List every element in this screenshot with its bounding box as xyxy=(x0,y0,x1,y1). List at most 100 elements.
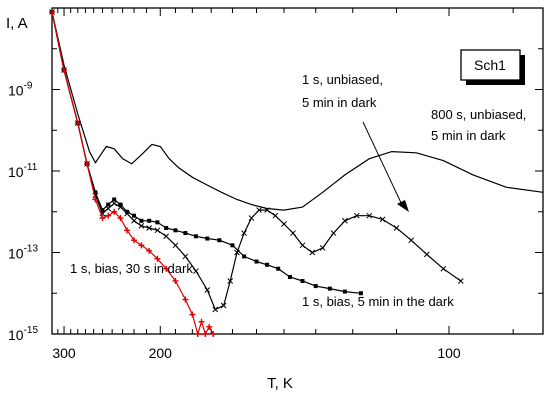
data-point xyxy=(254,259,259,264)
ticks: 10-15 10-13 10-11 10-9 300 200 100 xyxy=(8,7,543,361)
y-tick-label: 10-11 xyxy=(8,162,38,180)
series-2 xyxy=(50,9,363,296)
series-3 xyxy=(49,8,217,337)
annotation-unbiased-1s-line1: 1 s, unbiased, xyxy=(302,72,383,87)
legend-box-label: Sch1 xyxy=(474,57,506,73)
data-point xyxy=(100,208,105,213)
annotation-bias-30s: 1 s, bias, 30 s in dark xyxy=(70,261,193,276)
data-point xyxy=(146,225,153,231)
x-tick-label: 300 xyxy=(52,345,76,361)
data-point xyxy=(155,220,160,225)
data-point xyxy=(173,228,178,233)
data-point xyxy=(139,218,144,223)
data-point xyxy=(242,254,247,259)
data-point xyxy=(74,120,81,127)
data-point xyxy=(189,311,196,318)
data-point xyxy=(92,196,99,203)
data-point xyxy=(290,230,296,236)
data-point xyxy=(327,286,332,291)
data-point xyxy=(330,230,337,236)
data-point xyxy=(183,231,188,236)
series-1 xyxy=(49,9,464,313)
data-point xyxy=(138,223,145,229)
data-point xyxy=(319,245,326,251)
data-point xyxy=(309,249,316,256)
data-point xyxy=(265,262,270,267)
data-point xyxy=(131,237,138,244)
data-point xyxy=(217,238,222,243)
annotation-arrow-head xyxy=(397,200,409,212)
data-point xyxy=(287,275,292,280)
data-point xyxy=(163,265,170,272)
data-point xyxy=(256,207,262,213)
data-point xyxy=(172,242,179,249)
data-point xyxy=(358,291,363,296)
data-point xyxy=(206,323,213,330)
data-point xyxy=(111,200,118,207)
data-point xyxy=(281,221,287,227)
series-0 xyxy=(51,11,544,211)
data-point xyxy=(49,8,55,15)
data-point xyxy=(124,227,131,234)
data-point xyxy=(423,251,430,258)
series-line xyxy=(51,11,544,211)
legend-box: Sch1 xyxy=(460,49,525,85)
x-tick-label: 200 xyxy=(149,345,173,361)
data-point xyxy=(131,217,137,224)
data-point xyxy=(230,243,235,248)
data-point xyxy=(202,331,209,337)
data-point xyxy=(342,217,348,224)
data-point xyxy=(366,212,373,219)
annotation-bias-5min: 1 s, bias, 5 min in the dark xyxy=(302,294,454,309)
y-tick-label: 10-15 xyxy=(8,325,38,343)
x-axis-label: T, K xyxy=(267,375,293,392)
data-point xyxy=(172,277,179,284)
data-point xyxy=(342,289,347,294)
data-point xyxy=(147,218,152,223)
data-point xyxy=(299,242,306,249)
data-point xyxy=(193,268,199,274)
data-point xyxy=(118,202,123,207)
data-point xyxy=(300,278,305,283)
data-point xyxy=(241,230,247,236)
data-point xyxy=(146,247,153,254)
data-point xyxy=(272,212,279,219)
data-point xyxy=(408,237,415,244)
data-point xyxy=(205,236,210,241)
data-point xyxy=(353,212,360,219)
annotation-unbiased-800s: 800 s, unbiased, 5 min in dark xyxy=(431,107,530,143)
data-point xyxy=(194,331,201,337)
data-point xyxy=(379,216,386,223)
data-point xyxy=(393,225,400,231)
annotation-unbiased-1s: 1 s, unbiased, 5 min in dark xyxy=(302,72,387,110)
data-point xyxy=(193,234,198,239)
data-point xyxy=(93,190,98,195)
data-point xyxy=(210,331,217,337)
annotation-unbiased-800s-line1: 800 s, unbiased, xyxy=(431,107,526,122)
data-point xyxy=(138,242,145,249)
data-point xyxy=(204,287,211,293)
annotation-unbiased-1s-line2: 5 min in dark xyxy=(302,95,377,110)
data-point xyxy=(106,202,111,207)
data-point xyxy=(112,197,117,202)
data-point xyxy=(154,255,161,262)
legend-box-frame xyxy=(460,49,521,81)
y-axis-label: I, A xyxy=(6,15,28,32)
data-point xyxy=(248,215,255,221)
data-point xyxy=(105,212,112,219)
data-point xyxy=(227,278,234,284)
data-point xyxy=(264,207,270,213)
data-point xyxy=(84,160,91,167)
data-point xyxy=(125,209,130,214)
data-point xyxy=(117,215,124,222)
data-point xyxy=(182,296,189,303)
annotation-arrow-shaft xyxy=(362,121,404,208)
data-point xyxy=(61,67,68,74)
data-point xyxy=(182,253,189,260)
data-point xyxy=(212,306,219,313)
data-point xyxy=(276,266,281,271)
data-point xyxy=(99,215,106,222)
data-point xyxy=(111,208,118,215)
data-point xyxy=(163,233,170,240)
